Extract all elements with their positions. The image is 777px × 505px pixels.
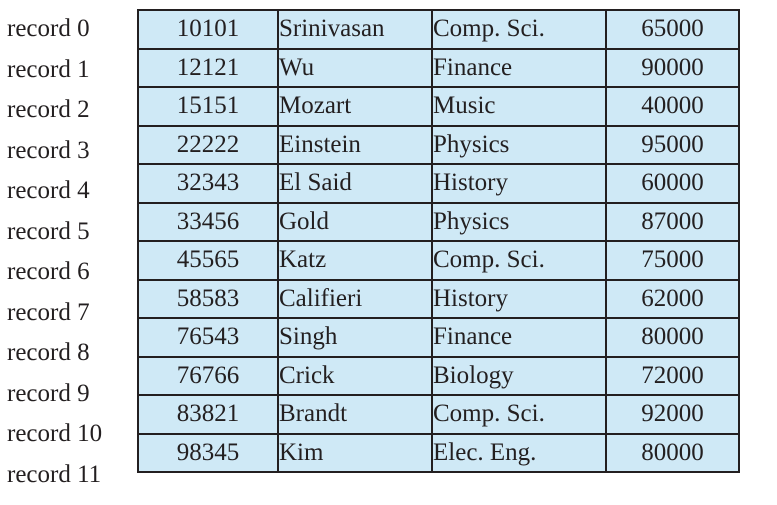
table-row: 76766 Crick Biology 72000 bbox=[137, 355, 740, 396]
table-row: 32343 El Said History 60000 bbox=[137, 163, 740, 204]
record-labels: record 0 record 1 record 2 record 3 reco… bbox=[7, 9, 137, 495]
id-cell: 22222 bbox=[137, 124, 279, 165]
dept-cell: History bbox=[431, 278, 607, 319]
name-cell: Srinivasan bbox=[277, 9, 433, 50]
record-label: record 5 bbox=[7, 217, 90, 245]
record-label: record 0 bbox=[7, 15, 90, 42]
table-row: 12121 Wu Finance 90000 bbox=[137, 47, 740, 88]
salary-cell: 92000 bbox=[605, 394, 740, 435]
name-cell: Einstein bbox=[277, 124, 433, 165]
record-label: record 11 bbox=[7, 460, 102, 488]
name-cell: Crick bbox=[277, 355, 433, 396]
table-row: 33456 Gold Physics 87000 bbox=[137, 201, 740, 242]
salary-cell: 72000 bbox=[605, 355, 740, 396]
name-cell: El Said bbox=[277, 163, 433, 204]
name-cell: Califieri bbox=[277, 278, 433, 319]
salary-cell: 60000 bbox=[605, 163, 740, 204]
name-cell: Mozart bbox=[277, 86, 433, 127]
table-row: 10101 Srinivasan Comp. Sci. 65000 bbox=[137, 9, 740, 50]
name-cell: Gold bbox=[277, 201, 433, 242]
id-cell: 98345 bbox=[137, 432, 279, 473]
dept-cell: Physics bbox=[431, 124, 607, 165]
dept-cell: Comp. Sci. bbox=[431, 9, 607, 50]
dept-cell: Physics bbox=[431, 201, 607, 242]
record-label: record 9 bbox=[7, 379, 90, 407]
salary-cell: 40000 bbox=[605, 86, 740, 127]
id-cell: 32343 bbox=[137, 163, 279, 204]
dept-cell: Finance bbox=[431, 47, 607, 88]
record-label: record 8 bbox=[7, 339, 90, 366]
id-cell: 76543 bbox=[137, 317, 279, 358]
name-cell: Singh bbox=[277, 317, 433, 358]
table-row: 76543 Singh Finance 80000 bbox=[137, 317, 740, 358]
record-label: record 3 bbox=[7, 136, 90, 164]
name-cell: Kim bbox=[277, 432, 433, 473]
dept-cell: History bbox=[431, 163, 607, 204]
salary-cell: 87000 bbox=[605, 201, 740, 242]
record-label: record 2 bbox=[7, 96, 90, 123]
id-cell: 33456 bbox=[137, 201, 279, 242]
salary-cell: 80000 bbox=[605, 432, 740, 473]
id-cell: 12121 bbox=[137, 47, 279, 88]
salary-cell: 95000 bbox=[605, 124, 740, 165]
id-cell: 10101 bbox=[137, 9, 279, 50]
table-row: 22222 Einstein Physics 95000 bbox=[137, 124, 740, 165]
table-row: 45565 Katz Comp. Sci. 75000 bbox=[137, 240, 740, 281]
id-cell: 83821 bbox=[137, 394, 279, 435]
table-row: 15151 Mozart Music 40000 bbox=[137, 86, 740, 127]
table-row: 98345 Kim Elec. Eng. 80000 bbox=[137, 432, 740, 473]
record-label: record 4 bbox=[7, 177, 90, 204]
record-label: record 10 bbox=[7, 420, 103, 447]
dept-cell: Music bbox=[431, 86, 607, 127]
table-row: 58583 Califieri History 62000 bbox=[137, 278, 740, 319]
record-label: record 6 bbox=[7, 258, 90, 285]
salary-cell: 62000 bbox=[605, 278, 740, 319]
record-label: record 1 bbox=[7, 55, 90, 83]
id-cell: 58583 bbox=[137, 278, 279, 319]
records-table: 10101 Srinivasan Comp. Sci. 65000 12121 … bbox=[137, 9, 740, 473]
name-cell: Katz bbox=[277, 240, 433, 281]
salary-cell: 90000 bbox=[605, 47, 740, 88]
table-row: 83821 Brandt Comp. Sci. 92000 bbox=[137, 394, 740, 435]
salary-cell: 65000 bbox=[605, 9, 740, 50]
name-cell: Brandt bbox=[277, 394, 433, 435]
record-label: record 7 bbox=[7, 298, 90, 326]
dept-cell: Comp. Sci. bbox=[431, 240, 607, 281]
dept-cell: Elec. Eng. bbox=[431, 432, 607, 473]
dept-cell: Biology bbox=[431, 355, 607, 396]
salary-cell: 75000 bbox=[605, 240, 740, 281]
id-cell: 15151 bbox=[137, 86, 279, 127]
name-cell: Wu bbox=[277, 47, 433, 88]
id-cell: 45565 bbox=[137, 240, 279, 281]
dept-cell: Finance bbox=[431, 317, 607, 358]
salary-cell: 80000 bbox=[605, 317, 740, 358]
id-cell: 76766 bbox=[137, 355, 279, 396]
dept-cell: Comp. Sci. bbox=[431, 394, 607, 435]
